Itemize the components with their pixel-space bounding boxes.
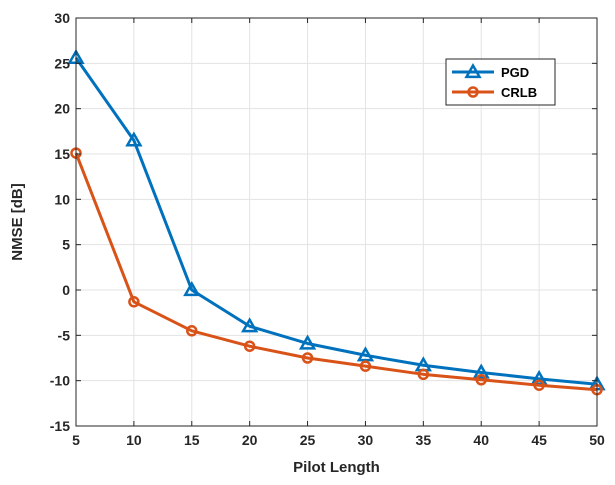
legend-label-crlb: CRLB <box>501 85 537 100</box>
data-point-pgd <box>241 317 259 333</box>
data-point-crlb <box>417 368 430 381</box>
y-tick-label: -15 <box>50 418 70 434</box>
ticks: 5 10 15 20 25 30 35 40 45 50 -15 -10 -5 0 5 10 15 20 25 30 <box>50 10 605 448</box>
x-tick-label: 40 <box>473 432 489 448</box>
x-axis-label: Pilot Length <box>293 459 380 476</box>
series-layer <box>67 48 606 396</box>
data-point-crlb <box>243 340 256 352</box>
data-point-crlb <box>475 374 487 386</box>
y-tick-label: 5 <box>62 237 70 253</box>
x-tick-label: 30 <box>358 432 374 448</box>
x-tick-label: 15 <box>184 432 200 448</box>
y-axis-label: NMSE [dB] <box>9 183 26 261</box>
y-tick-label: 15 <box>54 146 70 162</box>
data-point-pgd <box>183 280 201 297</box>
data-point-crlb <box>359 360 372 372</box>
y-tick-label: -10 <box>50 373 70 389</box>
x-tick-label: 35 <box>416 432 432 448</box>
legend-label-pgd: PGD <box>501 65 529 80</box>
data-point-pgd <box>472 363 490 379</box>
legend-marker-pgd <box>464 62 482 79</box>
data-point-crlb <box>186 325 198 337</box>
data-point-pgd <box>125 131 143 147</box>
x-tick-label: 20 <box>242 432 258 448</box>
legend-box <box>445 58 556 106</box>
x-tick-label: 50 <box>589 432 605 448</box>
x-tick-label: 45 <box>531 432 547 448</box>
legend-marker-crlb <box>467 86 479 98</box>
series-line-pgd <box>74 57 598 386</box>
data-point-pgd <box>298 334 317 350</box>
data-point-crlb <box>533 379 545 391</box>
data-point-crlb <box>301 352 314 364</box>
x-tick-label: 5 <box>72 432 80 448</box>
x-tick-label: 10 <box>126 432 142 448</box>
x-tick-label: 25 <box>300 432 316 448</box>
y-tick-label: 0 <box>62 282 70 298</box>
y-tick-label: 30 <box>54 10 70 26</box>
y-tick-label: 10 <box>54 191 70 207</box>
y-tick-label: 25 <box>54 55 70 71</box>
series-pgd <box>67 48 606 391</box>
legend: PGD CRLB <box>445 58 556 106</box>
series-line-crlb <box>74 152 598 392</box>
data-point-pgd <box>356 346 375 362</box>
y-tick-label: 20 <box>54 101 70 117</box>
data-point-crlb <box>128 296 140 308</box>
plot-frame <box>75 17 598 427</box>
y-tick-label: -5 <box>58 327 71 343</box>
